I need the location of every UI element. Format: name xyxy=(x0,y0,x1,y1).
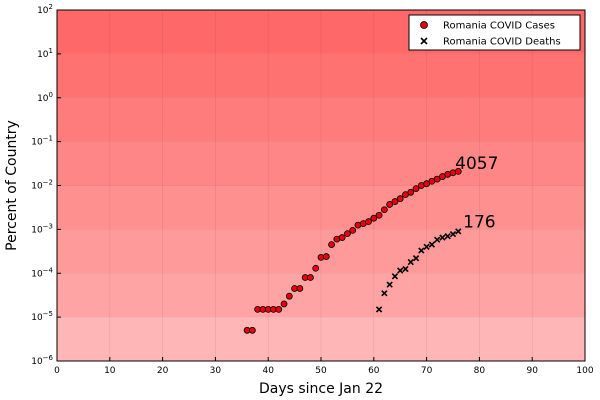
cases-point xyxy=(412,185,420,192)
x-axis-label: Days since Jan 22 xyxy=(259,381,383,397)
background-band xyxy=(57,273,585,318)
background-band xyxy=(57,317,585,361)
deaths-point xyxy=(433,236,441,243)
background-band xyxy=(57,141,585,186)
cases-point xyxy=(280,300,288,308)
legend-marker-cases xyxy=(420,21,428,29)
y-tick-label: 102 xyxy=(37,3,53,16)
x-tick-label: 50 xyxy=(315,366,327,376)
background-band xyxy=(57,53,585,98)
x-axis: 0 10 20 30 40 50 60 70 80 90 100 xyxy=(54,357,594,376)
deaths-point xyxy=(439,234,446,241)
x-tick-label: 20 xyxy=(157,366,169,376)
background-band xyxy=(57,97,585,142)
cases-point xyxy=(296,285,304,292)
background-bands xyxy=(57,10,585,361)
y-tick-label: 10−6 xyxy=(31,354,53,367)
deaths-point xyxy=(397,267,404,274)
cases-point xyxy=(380,206,388,214)
cases-point xyxy=(338,234,346,241)
cases-point xyxy=(391,198,399,205)
data-marks xyxy=(243,167,462,334)
deaths-point xyxy=(444,233,451,240)
cases-point xyxy=(365,218,372,226)
deaths-point xyxy=(412,255,420,262)
cases-point xyxy=(275,305,283,313)
deaths-point xyxy=(449,230,457,238)
cases-point xyxy=(343,230,351,238)
x-tick-label: 90 xyxy=(526,366,538,376)
y-tick-label: 10−1 xyxy=(31,135,53,148)
cases-point xyxy=(307,274,314,281)
legend-label: Romania COVID Cases xyxy=(443,21,555,32)
x-tick-label: 40 xyxy=(262,366,274,376)
y-tick-label: 10−5 xyxy=(31,310,53,323)
deaths-point xyxy=(402,265,409,273)
cases-point xyxy=(322,253,330,260)
cases-point xyxy=(386,201,394,208)
legend-label: Romania COVID Deaths xyxy=(443,37,561,48)
annotations: 4057 176 xyxy=(455,154,498,233)
legend: Romania COVID Cases Romania COVID Deaths xyxy=(408,14,581,51)
x-tick-label: 0 xyxy=(54,366,60,376)
cases-point xyxy=(407,188,415,196)
legend-marker-deaths xyxy=(420,37,428,45)
cases-point xyxy=(349,226,357,234)
deaths-point xyxy=(391,273,399,280)
annotation-label: 4057 xyxy=(455,154,498,174)
deaths-point xyxy=(386,281,393,288)
cases-point xyxy=(328,241,335,248)
cases-point xyxy=(396,195,404,203)
cases-point xyxy=(312,264,320,272)
background-band xyxy=(57,229,585,274)
y-axis-label: Percent of Country xyxy=(4,120,20,251)
cases-point xyxy=(248,326,256,334)
deaths-point xyxy=(428,241,436,248)
deaths-point xyxy=(381,290,388,297)
y-tick-label: 10−4 xyxy=(31,266,53,279)
deaths-point xyxy=(407,258,414,266)
x-tick-label: 60 xyxy=(368,366,380,376)
deaths-point xyxy=(418,247,425,254)
y-tick-label: 101 xyxy=(37,47,53,60)
y-tick-label: 100 xyxy=(37,91,53,104)
deaths-point xyxy=(423,243,430,251)
annotation-label: 176 xyxy=(463,213,495,233)
x-tick-label: 80 xyxy=(474,366,486,376)
cases-point xyxy=(375,211,383,219)
x-tick-label: 10 xyxy=(104,366,116,376)
y-axis: 10−6 10−5 10−4 10−3 10−2 10−1 100 101 102 xyxy=(31,3,61,367)
background-band xyxy=(57,185,585,230)
y-tick-label: 10−3 xyxy=(31,222,53,235)
x-tick-label: 70 xyxy=(421,366,433,376)
legend-box xyxy=(408,14,581,51)
cases-point xyxy=(433,175,441,183)
cases-point xyxy=(285,292,293,300)
cases-point xyxy=(454,167,462,175)
deaths-point xyxy=(455,228,462,235)
cases-point xyxy=(370,214,378,222)
deaths-point xyxy=(375,306,383,313)
x-tick-label: 100 xyxy=(576,366,593,376)
x-tick-label: 30 xyxy=(210,366,222,376)
y-tick-label: 10−2 xyxy=(31,179,53,192)
